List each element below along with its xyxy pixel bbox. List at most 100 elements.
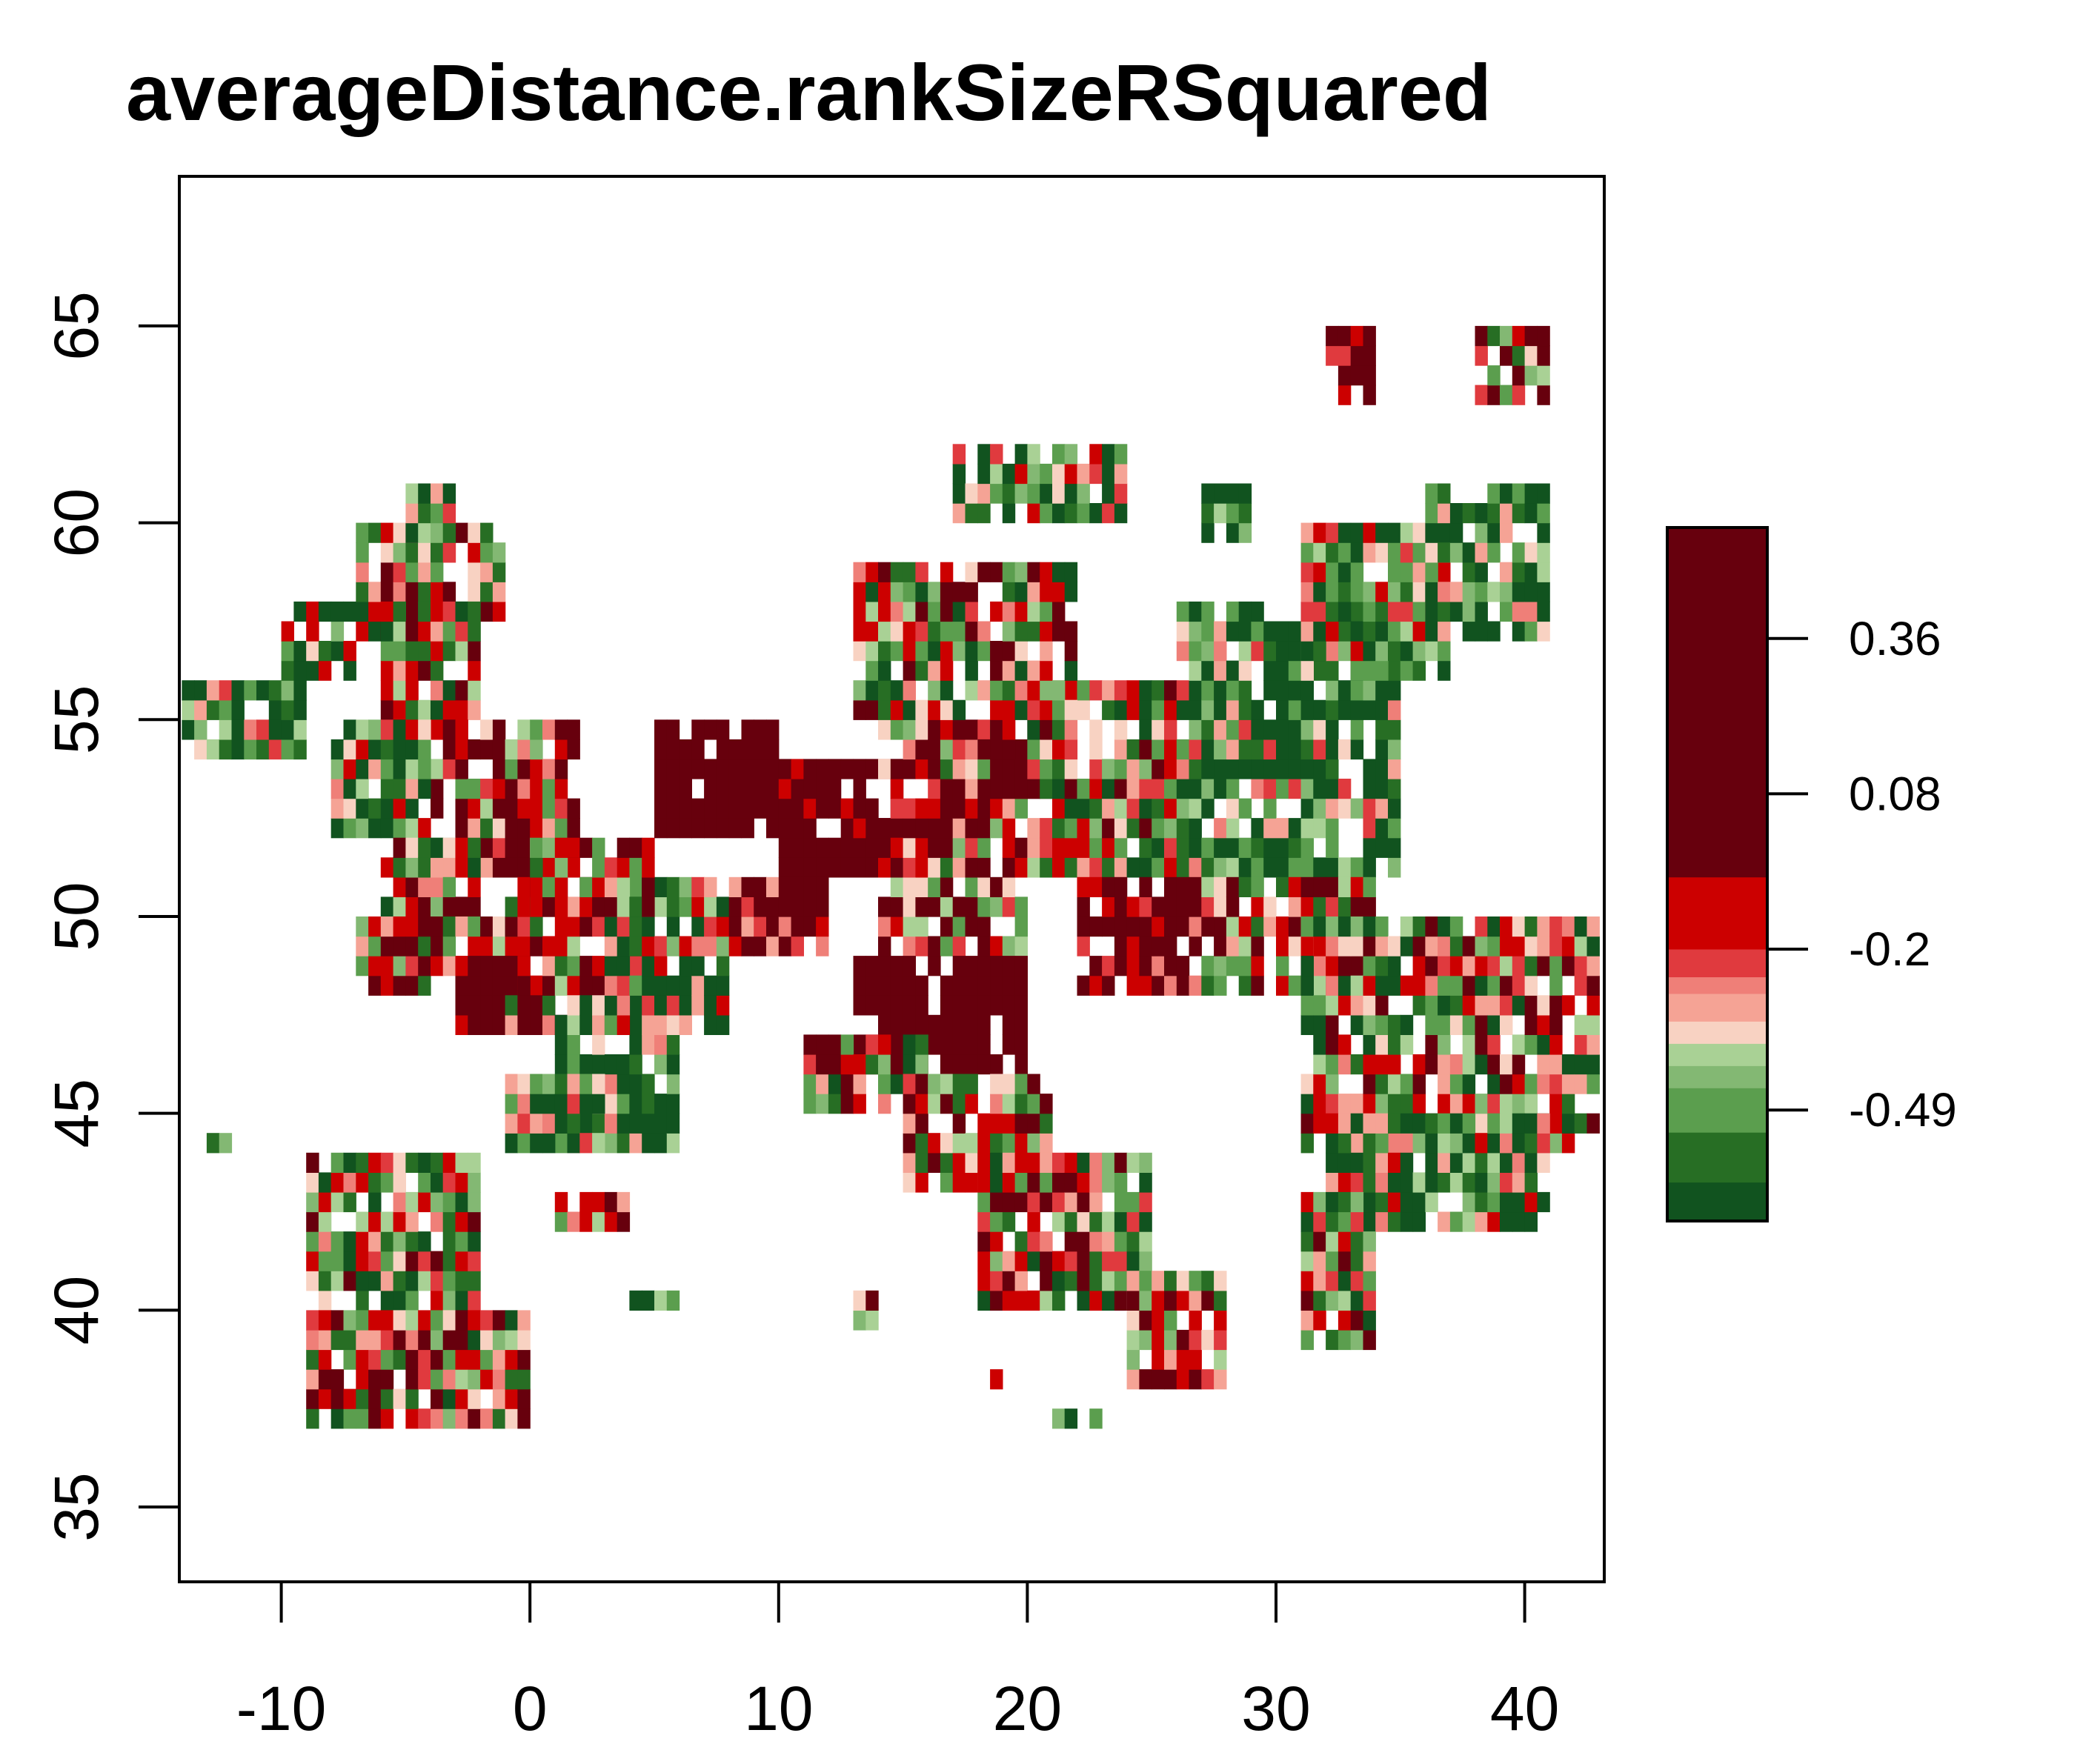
raster-cell <box>393 1310 406 1331</box>
raster-cell <box>1002 1113 1016 1134</box>
raster-cell <box>1438 601 1451 622</box>
raster-cell <box>890 1014 904 1035</box>
raster-cell <box>356 582 369 602</box>
raster-cell <box>1500 1172 1513 1193</box>
raster-cell <box>1214 936 1227 956</box>
raster-cell <box>380 621 394 642</box>
raster-cell <box>1326 719 1339 740</box>
raster-cell <box>1189 936 1202 956</box>
raster-cell <box>642 896 655 917</box>
raster-cell <box>1425 936 1438 956</box>
raster-cell <box>977 779 991 799</box>
raster-cell <box>442 1349 456 1370</box>
raster-cell <box>492 601 506 622</box>
raster-cell <box>1263 759 1277 779</box>
raster-cell <box>368 759 382 779</box>
raster-cell <box>952 975 966 996</box>
raster-cell <box>1189 680 1202 701</box>
raster-cell <box>915 1094 928 1114</box>
raster-cell <box>1326 739 1339 760</box>
raster-cell <box>915 1133 928 1154</box>
raster-cell <box>604 857 618 878</box>
raster-cell <box>1338 876 1352 897</box>
raster-cell <box>803 759 817 779</box>
raster-cell <box>853 975 866 996</box>
raster-cell <box>1400 562 1414 582</box>
raster-cell <box>828 1054 842 1075</box>
raster-cell <box>1388 1211 1401 1232</box>
raster-cell <box>1512 542 1526 563</box>
raster-cell <box>1487 916 1501 937</box>
raster-cell <box>1251 896 1264 917</box>
raster-cell <box>952 956 966 977</box>
raster-cell <box>728 896 742 917</box>
raster-cell <box>1449 522 1463 543</box>
raster-cell <box>542 818 556 839</box>
raster-cell <box>940 601 954 622</box>
raster-cell <box>380 1329 394 1351</box>
raster-cell <box>1363 1329 1376 1351</box>
raster-cell <box>530 1074 543 1094</box>
raster-cell <box>1089 759 1103 779</box>
raster-cell <box>952 1133 966 1154</box>
raster-cell <box>1102 1271 1115 1291</box>
raster-cell <box>990 463 1003 485</box>
raster-cell <box>1425 1172 1438 1193</box>
raster-cell <box>517 759 531 779</box>
raster-cell <box>928 956 941 977</box>
raster-cell <box>1114 1211 1128 1232</box>
raster-cell <box>1164 956 1177 977</box>
raster-cell <box>666 739 680 760</box>
raster-cell <box>480 818 494 839</box>
raster-cell <box>1214 837 1227 858</box>
raster-cell <box>431 483 444 504</box>
raster-cell <box>1438 1211 1451 1232</box>
raster-cell <box>1152 798 1165 819</box>
raster-cell <box>1350 857 1364 878</box>
raster-cell <box>1002 601 1016 622</box>
raster-cell <box>1226 680 1240 701</box>
raster-cell <box>393 621 406 642</box>
raster-cell <box>1412 542 1426 563</box>
raster-cell <box>480 798 494 819</box>
raster-cell <box>990 1152 1003 1173</box>
raster-cell <box>965 719 978 740</box>
raster-cell <box>903 680 916 701</box>
raster-cell <box>754 759 767 779</box>
raster-cell <box>1549 1054 1563 1075</box>
raster-cell <box>654 1014 668 1035</box>
raster-cell <box>915 837 928 858</box>
raster-cell <box>1412 601 1426 622</box>
raster-cell <box>418 601 431 622</box>
raster-cell <box>1375 1152 1389 1173</box>
raster-cell <box>928 601 941 622</box>
raster-cell <box>1077 798 1090 819</box>
raster-cell <box>1214 503 1227 524</box>
raster-cell <box>1438 1054 1451 1075</box>
raster-cell <box>1313 601 1326 622</box>
raster-cell <box>1164 1329 1177 1351</box>
raster-cell <box>1077 818 1090 839</box>
raster-cell <box>940 1152 954 1173</box>
raster-cell <box>1400 542 1414 563</box>
raster-cell <box>1449 975 1463 996</box>
raster-cell <box>1014 483 1028 504</box>
raster-cell <box>468 699 481 720</box>
raster-cell <box>890 896 904 917</box>
raster-cell <box>405 956 419 977</box>
raster-cell <box>405 1408 419 1429</box>
raster-cell <box>368 582 382 602</box>
raster-cell <box>505 1310 518 1331</box>
raster-cell <box>1288 621 1302 642</box>
raster-cell <box>1102 916 1115 937</box>
raster-cell <box>865 956 879 977</box>
raster-cell <box>915 1054 928 1075</box>
raster-cell <box>890 779 904 799</box>
raster-cell <box>1425 1191 1438 1213</box>
raster-cell <box>431 779 444 799</box>
raster-cell <box>928 641 941 662</box>
raster-cell <box>1052 739 1066 760</box>
raster-cell <box>517 956 531 977</box>
raster-cell <box>766 876 780 897</box>
raster-cell <box>343 759 356 779</box>
